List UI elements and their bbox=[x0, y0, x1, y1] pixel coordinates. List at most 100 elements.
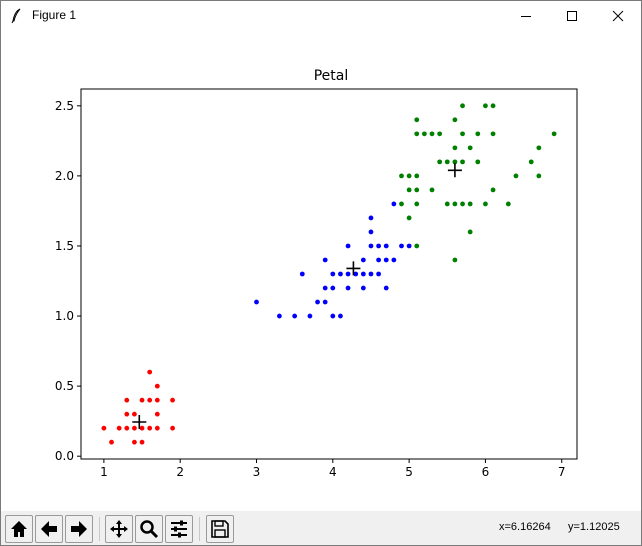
data-point bbox=[154, 397, 160, 403]
data-point bbox=[330, 271, 336, 277]
data-point bbox=[147, 369, 153, 375]
data-point bbox=[399, 201, 404, 207]
configure-subplots-button[interactable] bbox=[165, 515, 193, 543]
data-point bbox=[490, 103, 496, 109]
data-point bbox=[414, 243, 420, 249]
data-point bbox=[345, 271, 351, 277]
scatter-chart[interactable]: Petal 1 2 3 4 5 6 7 0.0 0.5 1.0 1.5 2.0 2.5 bbox=[1, 31, 641, 511]
minimize-button[interactable] bbox=[503, 1, 549, 31]
x-tick-label: 5 bbox=[405, 465, 413, 479]
toolbar-separator bbox=[199, 517, 200, 541]
data-point bbox=[460, 201, 465, 207]
data-point bbox=[452, 159, 458, 165]
close-button[interactable] bbox=[595, 1, 641, 31]
data-point bbox=[460, 103, 465, 109]
data-point bbox=[154, 411, 160, 417]
data-point bbox=[391, 201, 397, 207]
data-point bbox=[483, 103, 488, 109]
data-point bbox=[475, 159, 481, 165]
y-tick-label: 2.0 bbox=[55, 169, 74, 183]
data-point bbox=[399, 243, 404, 249]
data-point bbox=[376, 243, 381, 249]
data-point bbox=[383, 285, 389, 291]
home-button[interactable] bbox=[5, 515, 33, 543]
data-point bbox=[277, 313, 282, 319]
data-point bbox=[330, 285, 336, 291]
data-point bbox=[452, 257, 458, 263]
chart-title: Petal bbox=[314, 68, 349, 84]
data-point bbox=[299, 271, 305, 277]
data-point bbox=[368, 215, 374, 221]
data-point bbox=[490, 187, 496, 193]
data-point bbox=[139, 397, 145, 403]
data-point bbox=[345, 243, 351, 249]
data-point bbox=[360, 285, 366, 291]
data-point bbox=[391, 257, 397, 263]
data-point bbox=[414, 173, 420, 179]
data-point bbox=[368, 243, 374, 249]
data-point bbox=[452, 201, 458, 207]
navigation-toolbar: x=6.16264 y=1.12025 bbox=[1, 511, 641, 545]
y-tick-label: 0.0 bbox=[55, 449, 74, 463]
x-tick-label: 1 bbox=[100, 465, 108, 479]
forward-arrow-icon bbox=[71, 521, 87, 537]
data-point bbox=[147, 425, 153, 431]
forward-button[interactable] bbox=[65, 515, 93, 543]
zoom-button[interactable] bbox=[135, 515, 163, 543]
y-tick-label: 2.5 bbox=[55, 99, 74, 113]
data-point bbox=[414, 201, 420, 207]
data-point bbox=[452, 145, 458, 151]
y-tick-label: 1.5 bbox=[55, 239, 74, 253]
pan-button[interactable] bbox=[105, 515, 133, 543]
data-point bbox=[170, 397, 175, 403]
data-point bbox=[124, 425, 130, 431]
data-point bbox=[368, 271, 374, 277]
axes-frame bbox=[80, 88, 578, 460]
data-point bbox=[383, 243, 389, 249]
maximize-icon bbox=[567, 11, 577, 21]
figure-canvas[interactable]: Petal 1 2 3 4 5 6 7 0.0 0.5 1.0 1.5 2.0 2.5 bbox=[1, 31, 641, 511]
data-point bbox=[414, 131, 420, 137]
data-point bbox=[376, 271, 381, 277]
maximize-button[interactable] bbox=[549, 1, 595, 31]
cursor-x-readout: x=6.16264 bbox=[499, 521, 551, 533]
x-tick-label: 3 bbox=[253, 465, 261, 479]
x-tick-label: 4 bbox=[329, 465, 337, 479]
save-button[interactable] bbox=[206, 515, 234, 543]
feather-icon bbox=[9, 8, 25, 24]
data-point bbox=[322, 257, 328, 263]
back-button[interactable] bbox=[35, 515, 63, 543]
data-point bbox=[345, 285, 351, 291]
save-icon bbox=[211, 520, 229, 538]
cursor-y-readout: y=1.12025 bbox=[568, 521, 620, 533]
toolbar-separator bbox=[99, 517, 100, 541]
y-tick-label: 0.5 bbox=[55, 379, 74, 393]
data-point bbox=[406, 187, 412, 193]
data-point bbox=[124, 411, 130, 417]
data-point bbox=[444, 159, 450, 165]
title-bar[interactable]: Figure 1 bbox=[1, 1, 641, 31]
data-point bbox=[315, 299, 320, 305]
data-point bbox=[338, 313, 343, 319]
data-point bbox=[376, 257, 381, 263]
data-point bbox=[368, 229, 374, 235]
data-point bbox=[429, 187, 435, 193]
data-point bbox=[490, 131, 496, 137]
data-point bbox=[170, 425, 175, 431]
plot-area: 1 2 3 4 5 6 7 0.0 0.5 1.0 1.5 2.0 2.5 bbox=[55, 88, 578, 479]
x-tick-label: 2 bbox=[176, 465, 184, 479]
data-point bbox=[536, 173, 542, 179]
data-point bbox=[475, 131, 481, 137]
data-point bbox=[254, 299, 259, 305]
data-point bbox=[139, 439, 145, 445]
data-point bbox=[147, 397, 153, 403]
data-point bbox=[338, 271, 343, 277]
data-point bbox=[429, 131, 435, 137]
data-point bbox=[414, 187, 420, 193]
centroid-marker bbox=[132, 415, 147, 429]
data-point bbox=[452, 117, 458, 123]
centroid-marker bbox=[447, 163, 462, 178]
x-tick-label: 7 bbox=[558, 465, 566, 479]
data-point bbox=[132, 439, 137, 445]
